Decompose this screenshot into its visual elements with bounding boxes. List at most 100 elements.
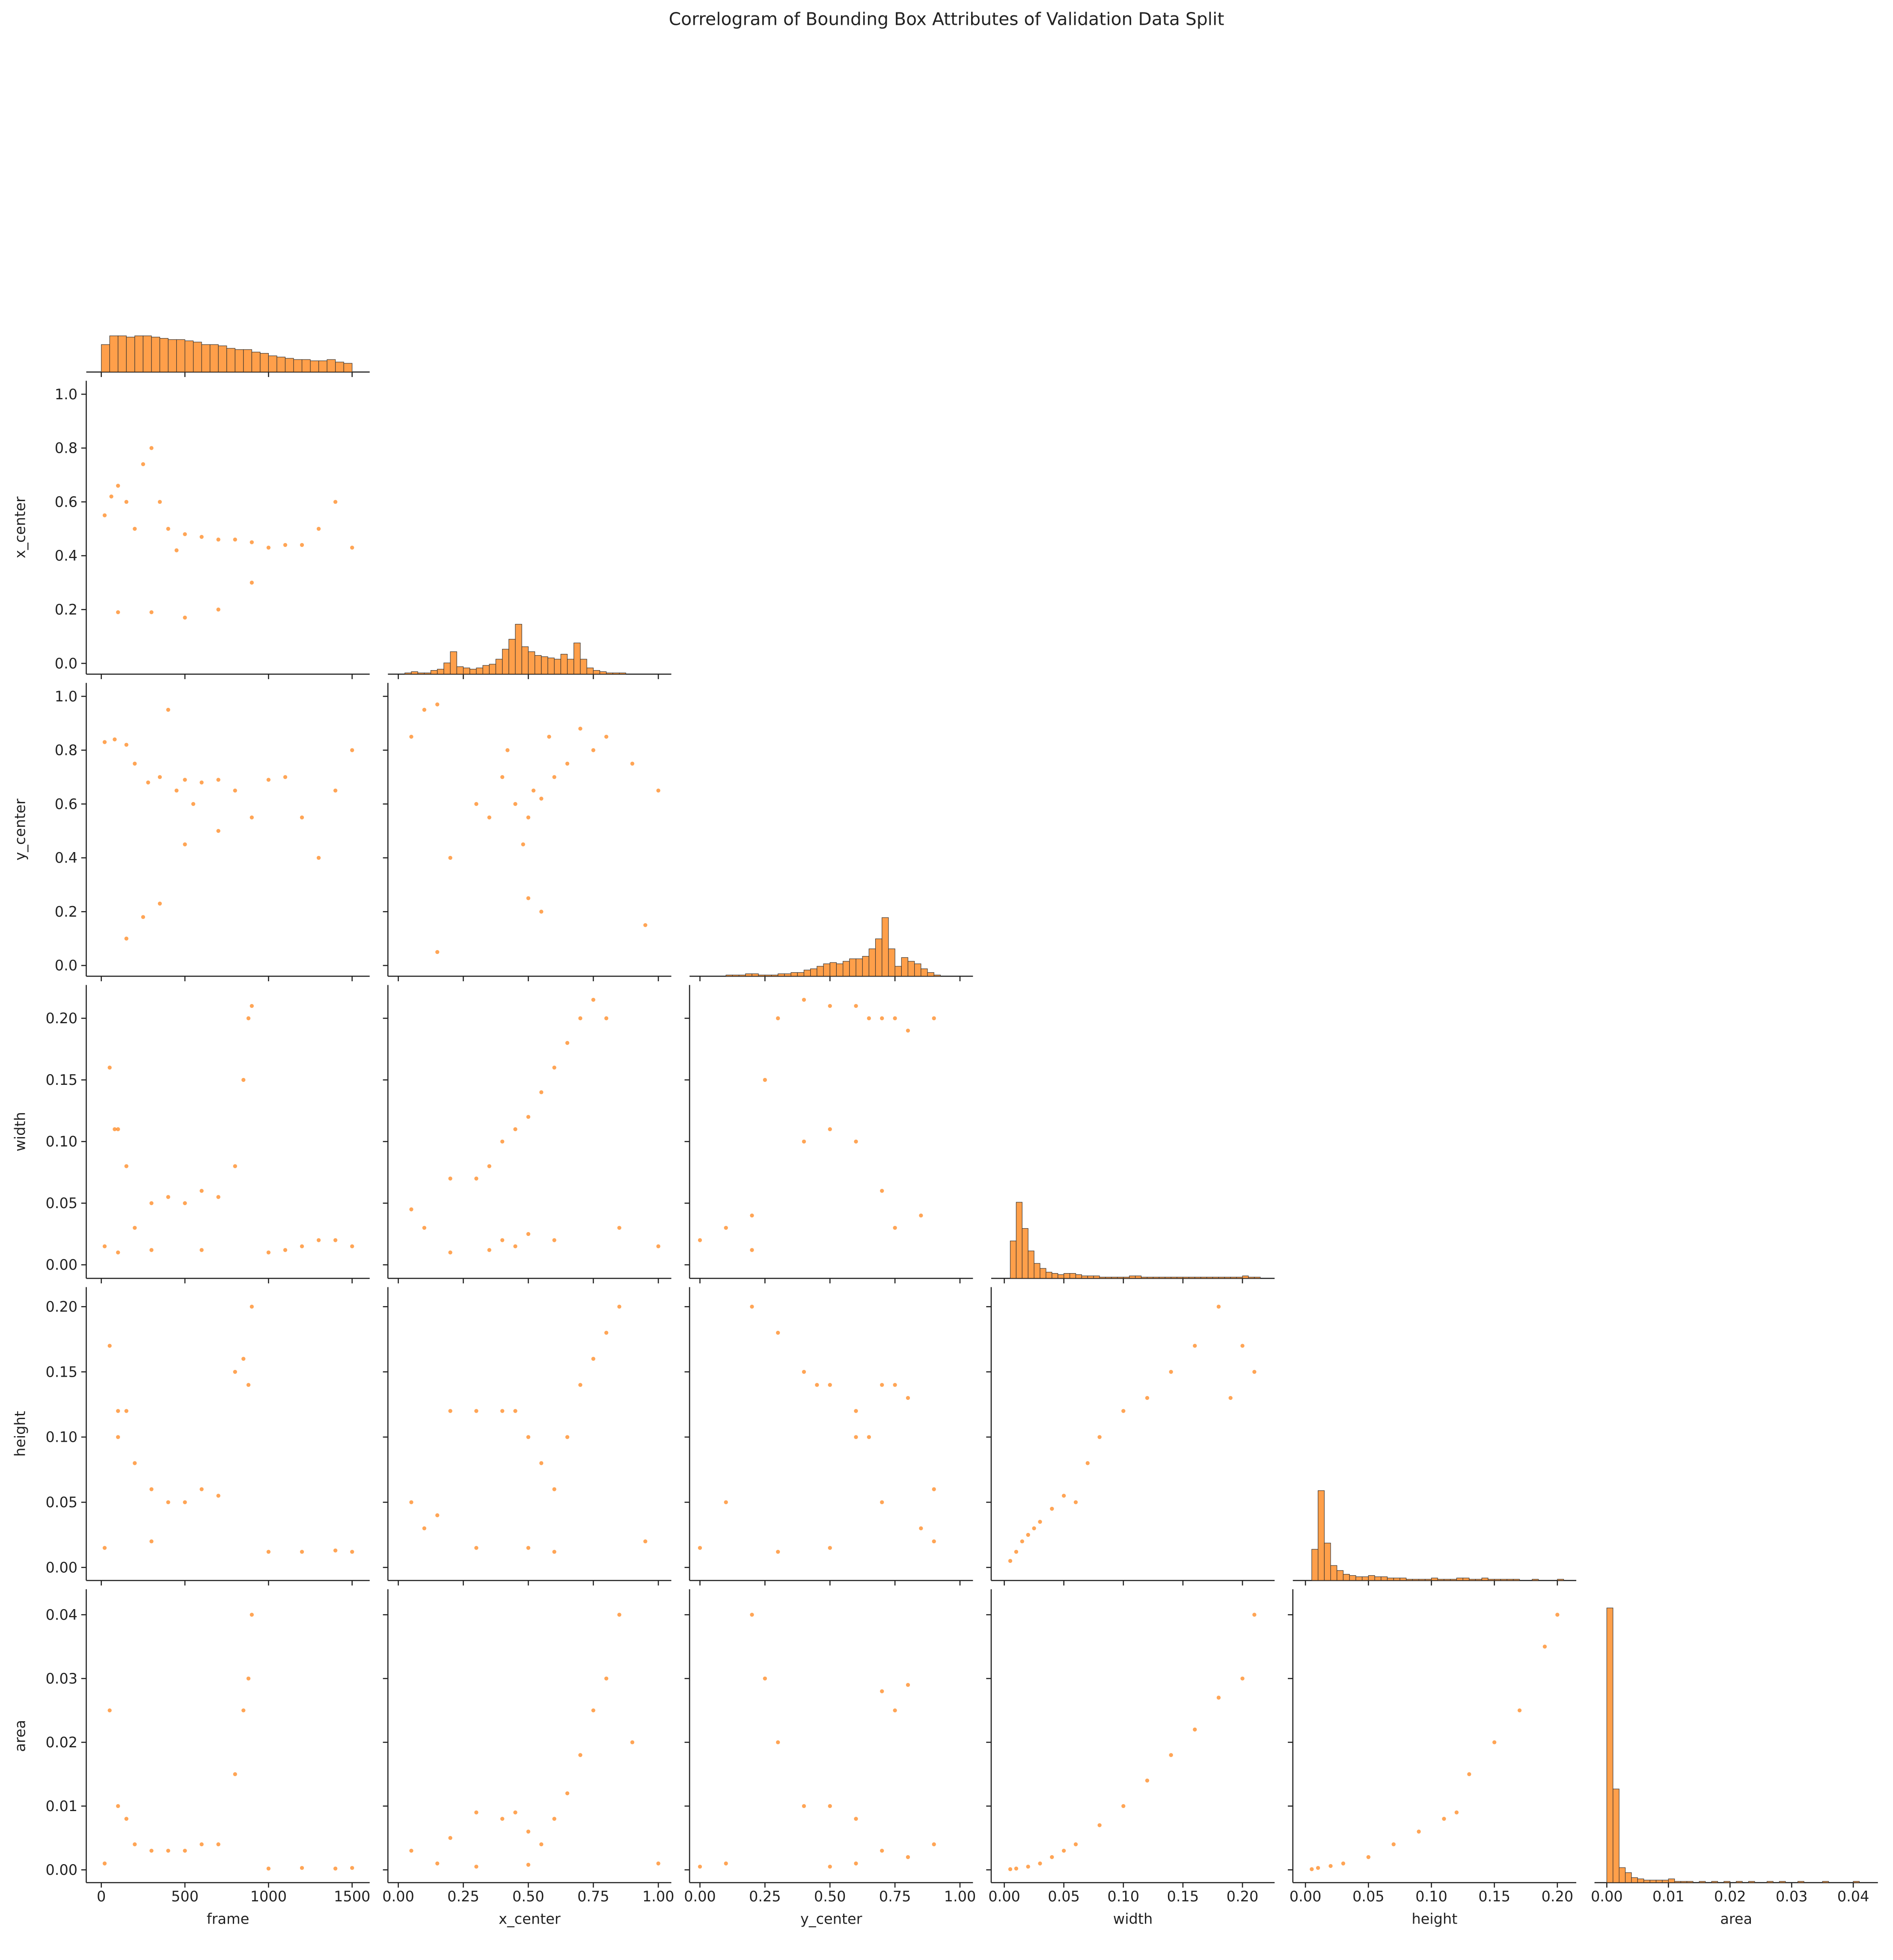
scatter-point	[116, 1127, 120, 1131]
histogram-bar	[1254, 1277, 1261, 1279]
scatter-point	[1038, 1520, 1042, 1524]
scatter-point	[932, 1842, 936, 1847]
histogram-bar	[1668, 1878, 1675, 1883]
scatter-point	[698, 1238, 702, 1242]
scatter-point	[113, 1127, 117, 1131]
x-axis-label: y_center	[800, 1910, 862, 1927]
x-tick-label: 0.50	[512, 1888, 544, 1905]
scatter-point	[565, 761, 570, 766]
histogram-bar	[301, 359, 311, 372]
scatter-point	[107, 1708, 112, 1713]
histogram-bar	[1643, 1880, 1650, 1883]
y-tick-label: 0.15	[45, 1072, 77, 1088]
histogram-bar	[508, 639, 516, 674]
histogram-bar	[343, 363, 353, 372]
scatter-point	[102, 740, 107, 744]
scatter-point	[539, 909, 544, 914]
histogram-bar	[424, 672, 431, 674]
scatter-point	[880, 1383, 884, 1387]
scatter-point	[149, 1487, 154, 1491]
scatter-point	[513, 1244, 517, 1248]
histogram-bar	[1494, 1579, 1501, 1581]
scatter-point	[526, 1862, 531, 1867]
y-tick-label: 0.01	[45, 1798, 77, 1814]
scatter-point	[283, 1248, 288, 1252]
y-tick-label: 0.2	[55, 903, 77, 920]
scatter-point	[539, 1090, 544, 1094]
scatter-point	[109, 494, 113, 499]
scatter-point	[802, 998, 806, 1002]
scatter-point	[250, 815, 254, 820]
histogram-bar	[1153, 1277, 1159, 1279]
x-tick-label: 0.10	[1415, 1888, 1447, 1905]
histogram-bar	[1748, 1881, 1755, 1883]
scatter-point	[116, 1804, 120, 1808]
histogram-bar	[193, 342, 202, 372]
histogram-bar	[1637, 1878, 1644, 1883]
scatter-point	[350, 1550, 354, 1554]
histogram-bar	[1779, 1881, 1786, 1883]
histogram-bar	[1711, 1881, 1718, 1883]
histogram-bar	[1631, 1877, 1638, 1883]
histogram-bar	[1686, 1881, 1694, 1883]
histogram-bar	[251, 352, 261, 372]
scatter-point	[776, 1016, 780, 1021]
histogram-bar	[1649, 1880, 1657, 1883]
histogram-bar	[1362, 1576, 1369, 1581]
scatter-point	[526, 1232, 531, 1236]
scatter-point	[1121, 1409, 1126, 1413]
scatter-point	[1008, 1559, 1013, 1563]
scatter-point	[1026, 1532, 1030, 1537]
scatter-point	[643, 1539, 648, 1544]
scatter-point	[1341, 1861, 1346, 1866]
scatter-point	[578, 1383, 582, 1387]
scatter-point	[513, 802, 517, 806]
scatter-point	[854, 1004, 858, 1008]
scatter-point	[350, 546, 354, 550]
x-tick-label: 0.00	[1591, 1888, 1623, 1905]
scatter-point	[191, 802, 196, 806]
scatter-point	[1193, 1344, 1197, 1348]
histogram-bar	[1444, 1579, 1451, 1581]
x-tick-label: 1500	[334, 1888, 370, 1905]
scatter-point	[880, 1500, 884, 1505]
scatter-point	[487, 1164, 491, 1168]
scatter-point	[906, 1855, 910, 1859]
scatter-point	[300, 815, 304, 820]
scatter-point	[107, 1344, 112, 1348]
scatter-point	[116, 484, 120, 488]
scatter-point	[776, 1330, 780, 1335]
histogram-bar	[1853, 1881, 1860, 1883]
scatter-point	[199, 1487, 204, 1491]
scatter-point	[1240, 1344, 1245, 1348]
scatter-point	[241, 1708, 246, 1713]
histogram-bar	[1318, 1490, 1325, 1581]
scatter-point	[216, 1842, 220, 1847]
histogram-bar	[1488, 1579, 1495, 1581]
scatter-point	[199, 1248, 204, 1252]
histogram-bar	[143, 336, 152, 372]
scatter-point	[513, 1409, 517, 1413]
scatter-point	[102, 1861, 107, 1866]
scatter-point	[617, 1226, 621, 1230]
scatter-point	[1032, 1526, 1036, 1530]
scatter-point	[350, 1244, 354, 1248]
histogram-bar	[1456, 1577, 1463, 1581]
scatter-point	[266, 778, 271, 782]
scatter-point	[854, 1817, 858, 1821]
scatter-point	[422, 707, 427, 712]
scatter-point	[893, 1226, 897, 1230]
histogram-bar	[1081, 1275, 1088, 1279]
scatter-point	[1216, 1304, 1221, 1309]
scatter-point	[539, 796, 544, 801]
scatter-point	[724, 1226, 728, 1230]
scatter-point	[1038, 1861, 1042, 1866]
x-tick-label: 0.20	[1227, 1888, 1259, 1905]
scatter-point	[919, 1213, 923, 1218]
y-tick-label: 0.6	[55, 493, 77, 510]
scatter-point	[656, 1861, 660, 1866]
histogram-bar	[1418, 1579, 1426, 1581]
histogram-bar	[1034, 1263, 1040, 1279]
scatter-point	[199, 780, 204, 785]
scatter-point	[246, 1676, 251, 1681]
